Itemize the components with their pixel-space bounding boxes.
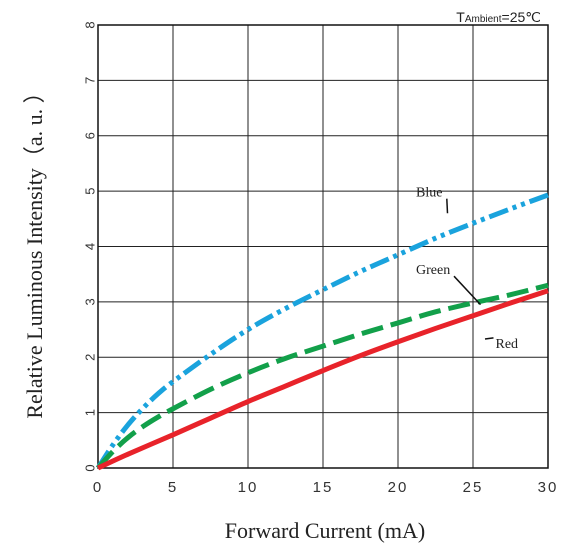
x-tick-label: 30 bbox=[538, 479, 559, 496]
x-tick-label: 15 bbox=[313, 479, 334, 496]
y-tick-label: 5 bbox=[83, 188, 98, 195]
series-label-green: Green bbox=[416, 263, 450, 278]
x-axis-label: Forward Current (mA) bbox=[225, 518, 425, 543]
leader-line-green bbox=[453, 275, 482, 306]
condition-suffix: =25℃ bbox=[502, 9, 541, 25]
x-tick-label: 20 bbox=[388, 479, 409, 496]
grid bbox=[97, 24, 549, 469]
y-tick-label: 7 bbox=[83, 77, 98, 84]
condition-prefix: T bbox=[456, 9, 465, 25]
series-layer bbox=[95, 192, 549, 471]
x-tick-label: 0 bbox=[93, 479, 103, 496]
x-tick-label: 5 bbox=[168, 479, 178, 496]
series-label-blue: Blue bbox=[416, 186, 442, 201]
y-tick-label: 6 bbox=[83, 132, 98, 139]
leader-line-blue bbox=[446, 198, 449, 214]
series-line-green bbox=[96, 282, 549, 470]
y-tick-label: 3 bbox=[83, 298, 98, 305]
series-line-red bbox=[96, 288, 549, 471]
x-tick-label: 10 bbox=[238, 479, 259, 496]
annotation-layer: Blue Green Red bbox=[416, 186, 518, 352]
y-tick-label: 1 bbox=[83, 409, 98, 416]
tick-labels: 0 5 10 15 20 25 30 0 1 2 3 4 5 6 7 8 bbox=[83, 21, 559, 496]
x-tick-label: 25 bbox=[463, 479, 484, 496]
condition-subscript: Ambient bbox=[465, 14, 502, 25]
plot-frame bbox=[97, 24, 549, 469]
series-label-red: Red bbox=[496, 337, 519, 352]
series-line-blue bbox=[95, 192, 549, 470]
y-tick-label: 4 bbox=[83, 243, 98, 250]
y-tick-label: 8 bbox=[83, 21, 98, 28]
ambient-condition-label: TAmbient=25℃ bbox=[456, 9, 541, 25]
y-tick-label: 2 bbox=[83, 354, 98, 361]
leader-line-red bbox=[484, 337, 494, 340]
y-tick-label: 0 bbox=[83, 464, 98, 471]
y-axis-label: Relative Luminous Intensity（a. u. ） bbox=[22, 81, 47, 418]
